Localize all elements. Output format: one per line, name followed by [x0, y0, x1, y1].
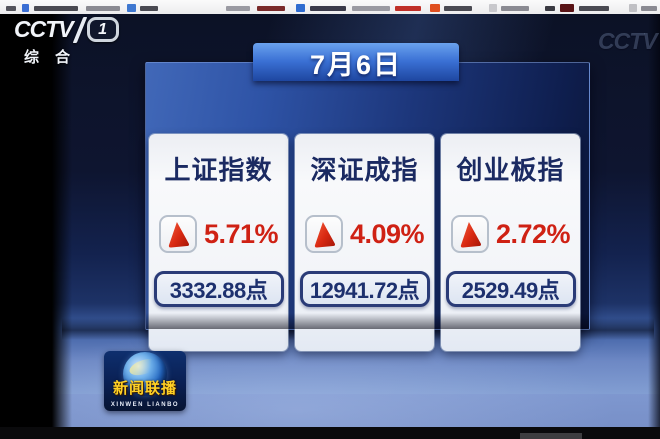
index-change-percent: 4.09% [349, 218, 425, 249]
browser-bookmarks-bar[interactable] [0, 0, 660, 15]
bookmark-favicon[interactable] [127, 4, 136, 12]
index-name: 深证成指 [310, 155, 419, 185]
channel-number-badge: 1 [86, 17, 119, 42]
index-panel-shenzhen: 深证成指 4.09% 12941.72点 [295, 134, 434, 351]
cctv-logo-text: CCTV [14, 16, 74, 42]
index-points-box: 2529.49点 [445, 271, 576, 307]
program-subtitle: XINWEN LIANBO [110, 402, 180, 408]
player-bottom-bar[interactable] [0, 427, 660, 439]
studio-screen: 上证指数 5.71% 3332.88点 深证成指 [145, 62, 590, 351]
bookmark-favicon[interactable] [296, 4, 305, 12]
bookmark-label-fragment[interactable] [395, 6, 421, 11]
player-control-chip[interactable] [520, 433, 582, 439]
bookmark-label-fragment[interactable] [310, 6, 346, 11]
index-points: 2529.49点 [461, 278, 560, 303]
bookmark-label-fragment[interactable] [352, 6, 390, 11]
program-title: 新闻联播 [112, 380, 177, 397]
bookmark-favicon[interactable] [629, 4, 637, 12]
bookmark-label-fragment[interactable] [641, 6, 657, 11]
index-change-percent: 2.72% [495, 218, 571, 249]
date-banner: 7月6日 [253, 43, 459, 81]
channel-logo: CCTV 1 综合 [14, 16, 124, 67]
bookmark-favicon[interactable] [489, 4, 497, 12]
index-points-box: 3332.88点 [153, 271, 284, 307]
index-points: 3332.88点 [169, 278, 268, 303]
channel-subtitle: 综合 [24, 49, 87, 66]
video-frame[interactable]: 上证指数 5.71% 3332.88点 深证成指 [0, 14, 660, 427]
bookmark-label-fragment[interactable] [579, 6, 609, 11]
cctv-watermark: CCTV [598, 28, 658, 54]
index-name: 上证指数 [164, 155, 273, 185]
bookmark-favicon[interactable] [430, 4, 440, 12]
up-arrow-icon [158, 215, 197, 253]
bookmark-favicon[interactable] [560, 4, 574, 12]
bookmark-label-fragment[interactable] [545, 6, 555, 11]
index-name: 创业板指 [456, 155, 565, 185]
bookmark-label-fragment[interactable] [86, 6, 120, 11]
date-text: 7月6日 [309, 49, 403, 80]
program-logo: 新闻联播 XINWEN LIANBO [104, 351, 186, 411]
bookmark-label-fragment[interactable] [226, 6, 250, 11]
right-dark-edge [648, 14, 660, 427]
index-panel-shanghai: 上证指数 5.71% 3332.88点 [149, 134, 288, 351]
index-points-box: 12941.72点 [299, 271, 430, 307]
bookmark-label-fragment[interactable] [6, 6, 16, 11]
bookmark-label-fragment[interactable] [444, 6, 472, 11]
index-panel-chinext: 创业板指 2.72% 2529.49点 [441, 134, 580, 351]
globe-icon [123, 352, 167, 396]
bookmark-label-fragment[interactable] [140, 6, 158, 11]
bookmark-label-fragment[interactable] [501, 6, 529, 11]
bookmark-favicon[interactable] [22, 4, 29, 12]
bookmark-label-fragment[interactable] [34, 6, 78, 11]
up-arrow-icon [450, 215, 489, 253]
left-dark-edge [0, 14, 80, 427]
logo-slash [72, 16, 87, 43]
index-points: 12941.72点 [309, 278, 420, 303]
index-change-percent: 5.71% [203, 218, 279, 249]
up-arrow-icon [304, 215, 343, 253]
bookmark-label-fragment[interactable] [257, 6, 285, 11]
